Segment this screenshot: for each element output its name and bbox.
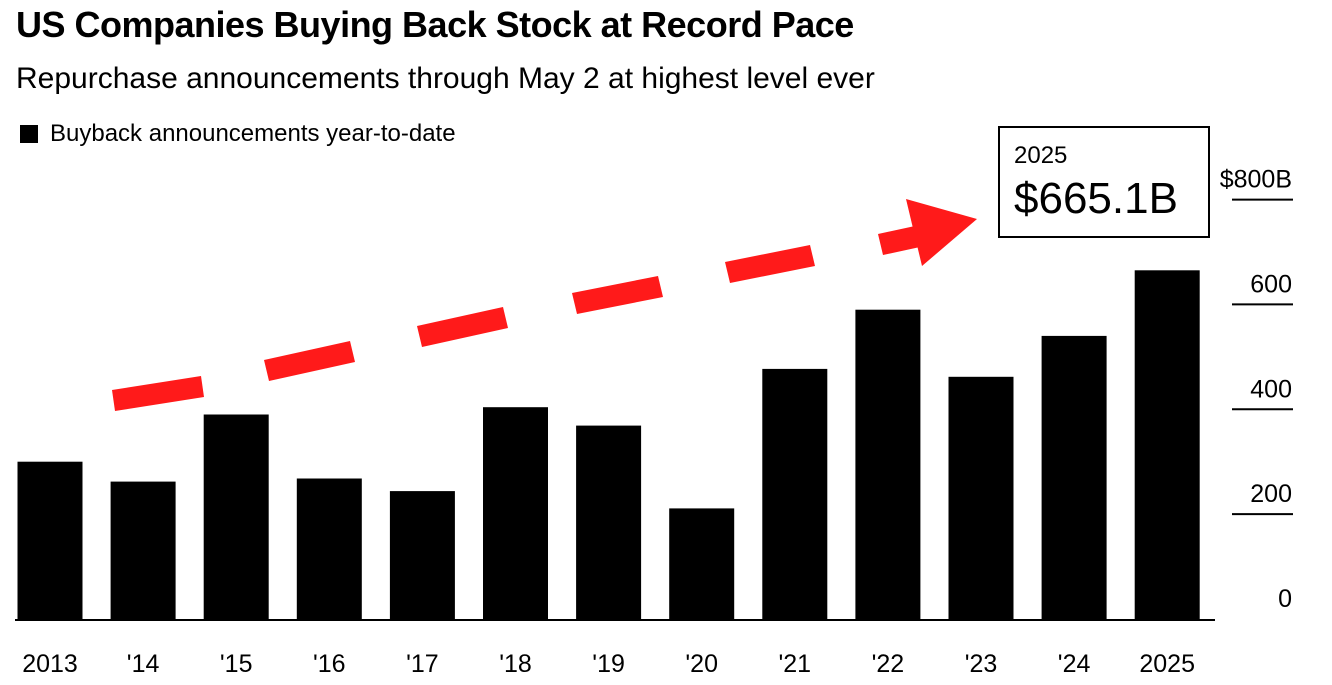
x-tick-label-7: '20: [685, 650, 718, 678]
bar-5: [483, 407, 548, 619]
x-tick-label-11: '24: [1058, 650, 1091, 678]
arrow-dash-1: [264, 341, 355, 381]
bar-10: [948, 376, 1014, 619]
arrow-dash-3: [572, 276, 663, 314]
chart-title: US Companies Buying Back Stock at Record…: [16, 4, 854, 45]
x-tick-label-0: 2013: [22, 650, 78, 678]
x-tick-label-2: '15: [220, 650, 253, 678]
arrow-dash-2: [417, 307, 508, 347]
x-tick-label-9: '22: [872, 650, 905, 678]
bar-3: [296, 478, 362, 619]
callout-box: 2025 $665.1B: [998, 126, 1210, 238]
x-tick-label-1: '14: [127, 650, 160, 678]
callout-value: $665.1B: [1014, 174, 1178, 223]
bar-1: [110, 481, 176, 619]
legend-label: Buyback announcements year-to-date: [50, 120, 456, 147]
legend-swatch: [20, 125, 38, 143]
bar-6: [576, 425, 642, 619]
bar-9: [855, 309, 921, 619]
x-tick-label-5: '18: [499, 650, 532, 678]
y-tick-label-4: $800B: [1220, 166, 1292, 194]
y-tick-label-3: 600: [1250, 270, 1292, 298]
x-tick-label-10: '23: [965, 650, 998, 678]
bar-12: [1134, 270, 1200, 619]
y-tick-label-2: 400: [1250, 375, 1292, 403]
arrow-dash-4: [725, 245, 815, 283]
arrow-dash-5: [878, 226, 920, 255]
chart-subtitle: Repurchase announcements through May 2 a…: [16, 62, 875, 95]
x-tick-label-4: '17: [406, 650, 439, 678]
y-tick-label-1: 200: [1250, 480, 1292, 508]
x-tick-label-12: 2025: [1139, 650, 1195, 678]
legend: Buyback announcements year-to-date: [20, 120, 456, 148]
bar-11: [1041, 335, 1107, 619]
bar-4: [389, 491, 455, 619]
callout-year: 2025: [1014, 142, 1068, 169]
bar-0: [17, 461, 83, 619]
x-tick-label-3: '16: [313, 650, 346, 678]
arrow-head: [906, 199, 977, 266]
bar-2: [203, 414, 269, 619]
arrow-dash-0: [112, 376, 204, 411]
x-tick-label-6: '19: [592, 650, 625, 678]
bar-7: [669, 508, 735, 619]
bar-8: [762, 368, 828, 619]
x-tick-label-8: '21: [779, 650, 812, 678]
y-tick-label-0: 0: [1278, 585, 1292, 613]
